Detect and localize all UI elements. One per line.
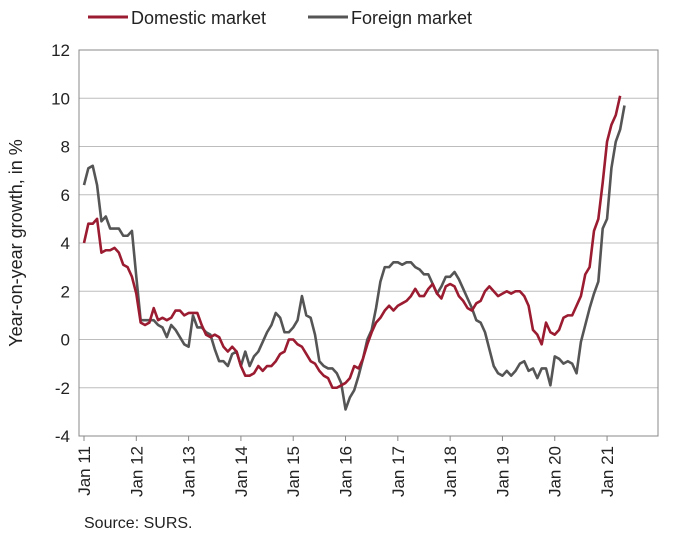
y-tick-label: 8	[61, 138, 70, 157]
x-tick-label: Jan 19	[493, 446, 512, 497]
x-tick-label: Jan 17	[389, 446, 408, 497]
y-tick-label: 12	[51, 41, 70, 60]
x-tick-label: Jan 18	[441, 446, 460, 497]
x-tick-label: Jan 21	[598, 446, 617, 497]
x-tick-label: Jan 12	[127, 446, 146, 497]
x-tick-label: Jan 15	[284, 446, 303, 497]
y-tick-label: 0	[61, 331, 70, 350]
x-tick-label: Jan 13	[180, 446, 199, 497]
y-tick-label: 6	[61, 186, 70, 205]
series-line-foreign	[82, 105, 626, 411]
y-tick-label: 10	[51, 89, 70, 108]
y-tick-label: 4	[61, 234, 70, 253]
y-tick-label: -2	[55, 379, 70, 398]
plot-frame	[78, 49, 659, 437]
source-note: Source: SURS.	[84, 515, 193, 532]
x-tick-label: Jan 11	[75, 446, 94, 496]
y-axis-title: Year-on-year growth, in %	[6, 139, 26, 346]
x-axis: Jan 11 Jan 12 Jan 13 Jan 14 Jan 15 Jan 16 Jan …	[75, 436, 617, 497]
x-tick-label: Jan 16	[337, 446, 356, 497]
y-tick-label: -4	[55, 427, 70, 446]
y-axis: -4 -2 0 2 4 6 8 10 12	[51, 41, 70, 446]
x-tick-label: Jan 20	[546, 446, 565, 497]
y-tick-label: 2	[61, 282, 70, 301]
series-lines	[82, 95, 626, 411]
x-tick-label: Jan 14	[232, 446, 251, 497]
gridlines	[79, 97, 658, 389]
legend-label-domestic: Domestic market	[131, 8, 266, 28]
legend-label-foreign: Foreign market	[351, 8, 472, 28]
series-line-domestic	[82, 95, 622, 390]
legend: Domestic market Foreign market	[88, 8, 472, 28]
